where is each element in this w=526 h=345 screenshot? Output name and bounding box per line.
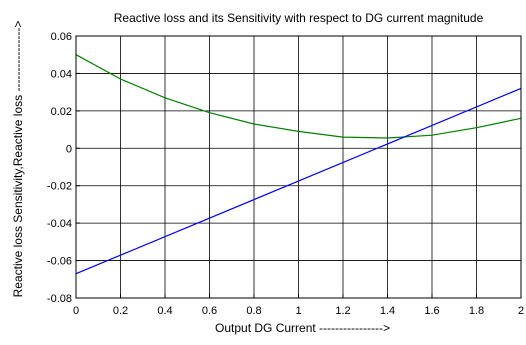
x-tick-label: 2 (518, 305, 524, 317)
y-tick-label: 0.06 (51, 31, 72, 43)
series-line-2 (75, 87, 522, 275)
x-tick-label: 1.4 (380, 305, 395, 317)
plot-frame (75, 35, 522, 299)
y-tick-label: -0.04 (47, 218, 72, 230)
chart-title: Reactive loss and its Sensitivity with r… (114, 11, 484, 25)
y-tick-label: -0.08 (47, 293, 72, 305)
x-axis-label: Output DG Current ----------------> (215, 321, 390, 335)
x-tick-label: 0.6 (202, 305, 217, 317)
y-tick-label: -0.02 (47, 181, 72, 193)
y-tick-label: 0.04 (51, 68, 72, 80)
x-tick-label: 1.2 (335, 305, 350, 317)
y-tick-label: 0 (66, 143, 72, 155)
y-tick-label: -0.06 (47, 256, 72, 268)
x-tick-label: 1.6 (424, 305, 439, 317)
x-tick-label: 0 (73, 305, 79, 317)
x-tick-label: 0.8 (246, 305, 261, 317)
x-tick-label: 1 (295, 305, 301, 317)
x-tick-label: 0.2 (113, 305, 128, 317)
x-tick-label: 1.8 (469, 305, 484, 317)
series-line-1 (75, 54, 522, 139)
series-layer (75, 54, 522, 275)
y-tick-label: 0.02 (51, 106, 72, 118)
y-tick-labels: 0.06 0.04 0.02 0 -0.02 -0.04 -0.06 -0.08 (47, 31, 72, 305)
x-tick-labels: 0 0.2 0.4 0.6 0.8 1 1.2 1.4 1.6 1.8 2 (73, 305, 524, 317)
y-axis-label: Reactive loss Sensitivity,Reactive loss … (11, 21, 25, 298)
x-tick-label: 0.4 (157, 305, 172, 317)
